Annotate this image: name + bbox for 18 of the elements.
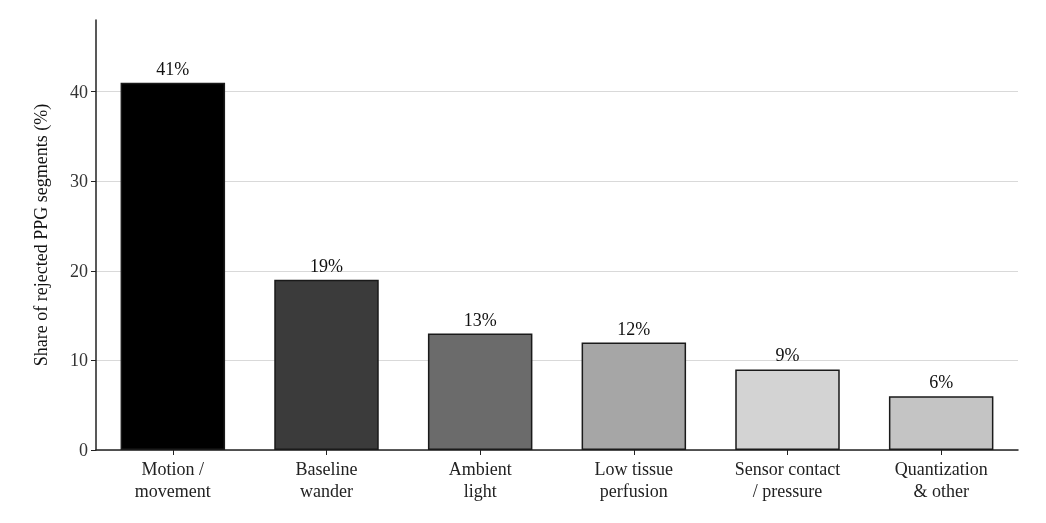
- x-tick-label: Low tissue perfusion: [594, 459, 674, 501]
- y-tick-label: 10: [70, 350, 88, 371]
- data-label: 9%: [775, 345, 800, 366]
- x-tick-label: Quantization & other: [894, 459, 988, 501]
- x-tick-label: Baseline wander: [295, 459, 358, 501]
- data-label: 41%: [156, 58, 190, 79]
- y-tick-label: 0: [79, 440, 88, 460]
- y-axis-title: Share of rejected PPG segments (%): [31, 103, 52, 367]
- y-tick-label: 20: [70, 260, 88, 281]
- x-tick-label: Sensor contact / pressure: [734, 459, 841, 501]
- data-label: 6%: [929, 372, 954, 393]
- y-tick-label: 40: [70, 81, 88, 102]
- x-tick-label: Ambient light: [448, 459, 512, 501]
- x-tick-label: Motion / movement: [134, 459, 211, 501]
- data-label: 12%: [617, 318, 651, 339]
- data-label: 19%: [310, 255, 343, 276]
- y-tick-label: 30: [70, 171, 88, 192]
- data-label: 13%: [463, 309, 497, 330]
